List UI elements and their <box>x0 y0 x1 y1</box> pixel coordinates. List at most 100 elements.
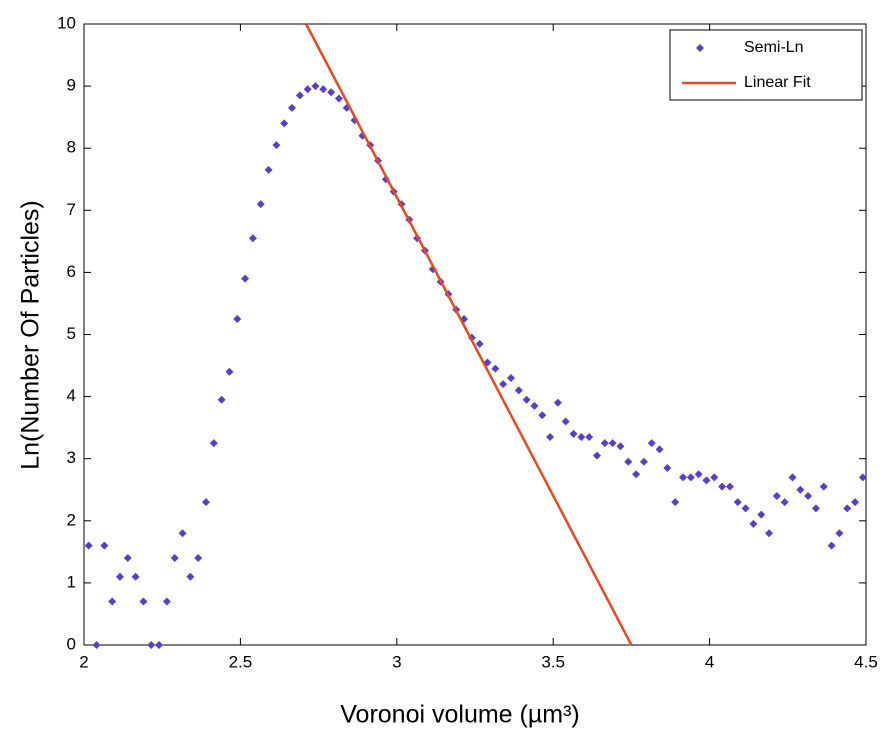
data-point <box>248 234 257 243</box>
data-point <box>170 554 179 563</box>
data-point <box>741 504 750 513</box>
data-point <box>804 491 813 500</box>
data-point <box>843 504 852 513</box>
data-point <box>139 597 148 606</box>
data-point <box>491 364 500 373</box>
data-point <box>585 432 594 441</box>
data-point <box>608 439 617 448</box>
y-tick-label: 8 <box>67 138 76 157</box>
data-point <box>538 411 547 420</box>
data-point <box>702 476 711 485</box>
data-point <box>765 529 774 538</box>
data-point <box>819 482 828 491</box>
legend-box <box>669 29 863 101</box>
data-point <box>295 91 304 100</box>
data-point <box>858 473 867 482</box>
x-tick-label: 4.5 <box>854 652 878 671</box>
data-point <box>733 498 742 507</box>
data-point <box>209 439 218 448</box>
data-point <box>710 473 719 482</box>
data-point <box>131 572 140 581</box>
data-point <box>632 470 641 479</box>
legend-label: Semi-Ln <box>744 39 804 56</box>
data-point <box>725 482 734 491</box>
legend: Semi-Ln Linear Fit <box>669 29 863 101</box>
y-tick-label: 9 <box>67 76 76 95</box>
data-point <box>546 432 555 441</box>
data-point <box>827 541 836 550</box>
data-point <box>522 395 531 404</box>
x-tick-label: 2.5 <box>229 652 253 671</box>
data-point <box>506 373 515 382</box>
data-point <box>577 432 586 441</box>
data-point <box>757 510 766 519</box>
data-point <box>108 597 117 606</box>
data-point <box>186 572 195 581</box>
data-point <box>600 439 609 448</box>
data-point <box>233 314 242 323</box>
y-axis-title: Ln(Number Of Particles) <box>17 200 45 470</box>
data-point <box>647 439 656 448</box>
data-point <box>123 554 132 563</box>
data-point <box>694 470 703 479</box>
data-point <box>851 498 860 507</box>
data-point <box>561 417 570 426</box>
data-point <box>624 457 633 466</box>
data-point <box>288 103 297 112</box>
y-tick-label: 0 <box>67 634 76 653</box>
data-point <box>84 541 93 550</box>
data-point <box>311 82 320 91</box>
legend-marker <box>696 44 704 52</box>
data-point <box>772 491 781 500</box>
data-point <box>796 485 805 494</box>
data-point <box>155 641 164 649</box>
data-point <box>639 457 648 466</box>
data-point <box>92 641 101 649</box>
data-point <box>272 141 281 150</box>
data-point <box>530 401 539 410</box>
data-point <box>147 641 156 649</box>
data-point <box>162 597 171 606</box>
data-point <box>264 165 273 174</box>
data-point <box>671 498 680 507</box>
data-point <box>475 339 484 348</box>
data-point <box>663 464 672 473</box>
data-point <box>225 367 234 376</box>
data-point <box>178 529 187 538</box>
x-tick-label: 4 <box>705 652 714 671</box>
y-tick-label: 7 <box>67 200 76 219</box>
plot-area <box>83 23 867 646</box>
x-axis-title: Voronoi volume (µm³) <box>340 701 579 729</box>
y-tick-label: 6 <box>67 262 76 281</box>
data-point <box>718 482 727 491</box>
data-point <box>256 200 265 209</box>
y-tick-label: 2 <box>67 510 76 529</box>
data-point <box>616 442 625 451</box>
data-point <box>514 386 523 395</box>
data-point <box>319 85 328 94</box>
data-point <box>788 473 797 482</box>
data-point <box>679 473 688 482</box>
data-point <box>686 473 695 482</box>
data-point <box>553 398 562 407</box>
data-point <box>811 504 820 513</box>
y-tick-label: 10 <box>57 13 76 32</box>
data-point <box>749 519 758 528</box>
fit-line <box>304 23 633 646</box>
data-point <box>334 94 343 103</box>
data-point <box>655 445 664 454</box>
data-point <box>100 541 109 550</box>
data-point <box>217 395 226 404</box>
x-tick-label: 3 <box>392 652 401 671</box>
y-tick-label: 3 <box>67 448 76 467</box>
data-point <box>201 498 210 507</box>
data-point <box>835 529 844 538</box>
data-point <box>115 572 124 581</box>
y-tick-label: 1 <box>67 572 76 591</box>
data-point <box>780 498 789 507</box>
data-point <box>303 85 312 94</box>
x-tick-label: 3.5 <box>541 652 565 671</box>
data-point <box>592 451 601 460</box>
